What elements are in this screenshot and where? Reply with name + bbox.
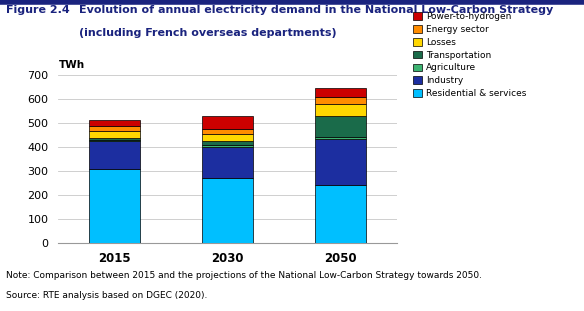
Text: Evolution of annual electricity demand in the National Low-Carbon Strategy: Evolution of annual electricity demand i… bbox=[79, 5, 553, 15]
Text: (including French overseas departments): (including French overseas departments) bbox=[79, 28, 336, 38]
Text: TWh: TWh bbox=[58, 60, 85, 70]
Bar bbox=[202, 134, 253, 141]
Text: Note: Comparison between 2015 and the projections of the National Low-Carbon Str: Note: Comparison between 2015 and the pr… bbox=[6, 271, 482, 280]
Bar bbox=[89, 120, 140, 126]
Bar bbox=[315, 185, 366, 243]
Text: Source: RTE analysis based on DGEC (2020).: Source: RTE analysis based on DGEC (2020… bbox=[6, 291, 207, 300]
Bar bbox=[315, 137, 366, 139]
Bar bbox=[315, 97, 366, 104]
Bar bbox=[89, 169, 140, 243]
Bar bbox=[202, 145, 253, 146]
Bar bbox=[89, 141, 140, 169]
Bar bbox=[202, 116, 253, 129]
Bar bbox=[315, 104, 366, 116]
Bar bbox=[315, 88, 366, 97]
Bar bbox=[89, 126, 140, 131]
Bar bbox=[89, 131, 140, 138]
Bar bbox=[89, 140, 140, 141]
Bar bbox=[315, 116, 366, 137]
Bar bbox=[202, 129, 253, 134]
Text: Figure 2.4: Figure 2.4 bbox=[6, 5, 69, 15]
Bar bbox=[89, 138, 140, 140]
Bar bbox=[202, 146, 253, 178]
Bar bbox=[202, 178, 253, 243]
Bar bbox=[202, 141, 253, 145]
Legend: Power-to-hydrogen, Energy sector, Losses, Transportation, Agriculture, Industry,: Power-to-hydrogen, Energy sector, Losses… bbox=[413, 12, 526, 98]
Bar bbox=[315, 139, 366, 185]
